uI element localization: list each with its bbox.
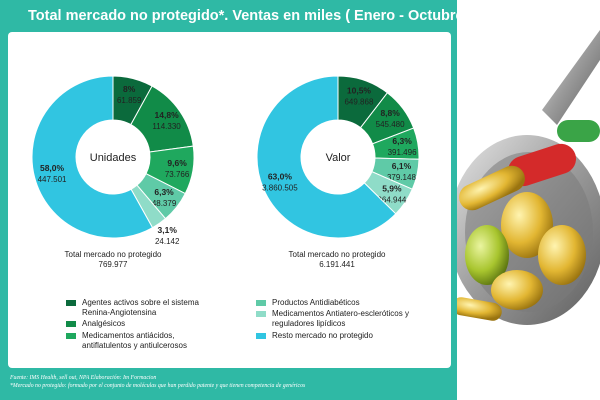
legend-item-antiateroescleroticos: Medicamentos Antiatero-escleróticos y re… bbox=[256, 309, 431, 328]
legend-label: Medicamentos antiácidos, antiflatulentos… bbox=[82, 331, 187, 350]
slice-value-label: 364.944 bbox=[377, 195, 406, 204]
total-value-label: Total mercado no protegido bbox=[288, 250, 386, 259]
donut-center-label: Unidades bbox=[90, 152, 137, 164]
slice-pct-label: 3,1% bbox=[158, 225, 178, 235]
slice-value-label: 73.766 bbox=[165, 170, 190, 179]
legend-item-analgesicos: Analgésicos bbox=[66, 319, 226, 329]
footnote-definition: *Mercado no protegido: formado por el co… bbox=[10, 383, 306, 389]
softgel-gold bbox=[501, 192, 553, 258]
legend-label: Medicamentos Antiatero-escleróticos y re… bbox=[272, 309, 409, 328]
slice-pct-label: 6,3% bbox=[392, 136, 412, 146]
legend-label: Analgésicos bbox=[82, 319, 126, 328]
softgel-green bbox=[465, 225, 509, 285]
legend-item-resto: Resto mercado no protegido bbox=[256, 331, 431, 341]
slice-value-label: 24.142 bbox=[155, 237, 180, 246]
footnote-source: Fuente: IMS Health, sell out, NPA Elabor… bbox=[10, 375, 157, 381]
capsule-gold-small bbox=[457, 297, 502, 321]
donut-center-label: Valor bbox=[326, 152, 351, 164]
legend-swatch bbox=[256, 300, 266, 306]
chart-title: Total mercado no protegido*. Ventas en m… bbox=[28, 8, 509, 24]
legend-label: Agentes activos sobre el sistema Renina-… bbox=[82, 298, 199, 317]
legend-item-agentes: Agentes activos sobre el sistema Renina-… bbox=[66, 298, 226, 317]
legend-label: Productos Antidiabéticos bbox=[272, 298, 360, 307]
spoon-handle bbox=[542, 30, 600, 125]
total-value-value: 6.191.441 bbox=[319, 260, 355, 269]
total-value: Total mercado no protegido 6.191.441 bbox=[282, 250, 392, 270]
slice-value-label: 649.868 bbox=[344, 97, 373, 106]
slice-pct-label: 10,5% bbox=[347, 85, 372, 95]
legend-swatch bbox=[66, 300, 76, 306]
slice-value-label: 447.501 bbox=[38, 175, 67, 184]
slice-pct-label: 8% bbox=[123, 84, 136, 94]
legend: Agentes activos sobre el sistema Renina-… bbox=[66, 298, 446, 358]
slice-value-label: 545.480 bbox=[376, 120, 405, 129]
slice-value-label: 48.379 bbox=[152, 199, 177, 208]
total-units: Total mercado no protegido 769.977 bbox=[58, 250, 168, 270]
slice-pct-label: 6,1% bbox=[392, 161, 412, 171]
capsule-gold-large bbox=[459, 165, 525, 211]
slice-value-label: 61.859 bbox=[117, 96, 142, 105]
total-units-label: Total mercado no protegido bbox=[64, 250, 162, 259]
donut-slice-resto bbox=[256, 75, 397, 239]
slice-pct-label: 58,0% bbox=[40, 163, 65, 173]
slice-pct-label: 14,8% bbox=[155, 110, 180, 120]
legend-item-antiacidos: Medicamentos antiácidos, antiflatulentos… bbox=[66, 331, 226, 350]
pills-spoon-image bbox=[457, 30, 600, 325]
slice-value-label: 114.330 bbox=[152, 122, 181, 131]
donut-slice-resto bbox=[31, 75, 154, 239]
slice-pct-label: 5,9% bbox=[382, 183, 402, 193]
slice-value-label: 379.148 bbox=[387, 173, 416, 182]
slice-pct-label: 8,8% bbox=[380, 108, 400, 118]
donut-charts: 8% 61.859 14,8% 114.330 9,6% 73.766 6,3% 48.379… bbox=[31, 75, 420, 246]
softgel-yellow bbox=[538, 225, 586, 285]
slice-pct-label: 63,0% bbox=[268, 171, 293, 181]
legend-swatch bbox=[66, 321, 76, 327]
legend-swatch bbox=[256, 333, 266, 339]
legend-label: Resto mercado no protegido bbox=[272, 331, 373, 340]
slice-value-label: 391.496 bbox=[388, 148, 417, 157]
slice-pct-label: 6,3% bbox=[154, 187, 174, 197]
softgel-amber bbox=[491, 270, 543, 310]
slice-pct-label: 9,6% bbox=[167, 158, 187, 168]
footnote: Fuente: IMS Health, sell out, NPA Elabor… bbox=[10, 374, 450, 390]
capsule-green bbox=[557, 120, 600, 142]
legend-item-antidiabeticos: Productos Antidiabéticos bbox=[256, 298, 431, 308]
capsule-red bbox=[507, 143, 577, 187]
legend-swatch bbox=[256, 311, 266, 317]
total-units-value: 769.977 bbox=[98, 260, 128, 269]
legend-swatch bbox=[66, 333, 76, 339]
slice-value-label: 3.860.505 bbox=[262, 183, 298, 192]
